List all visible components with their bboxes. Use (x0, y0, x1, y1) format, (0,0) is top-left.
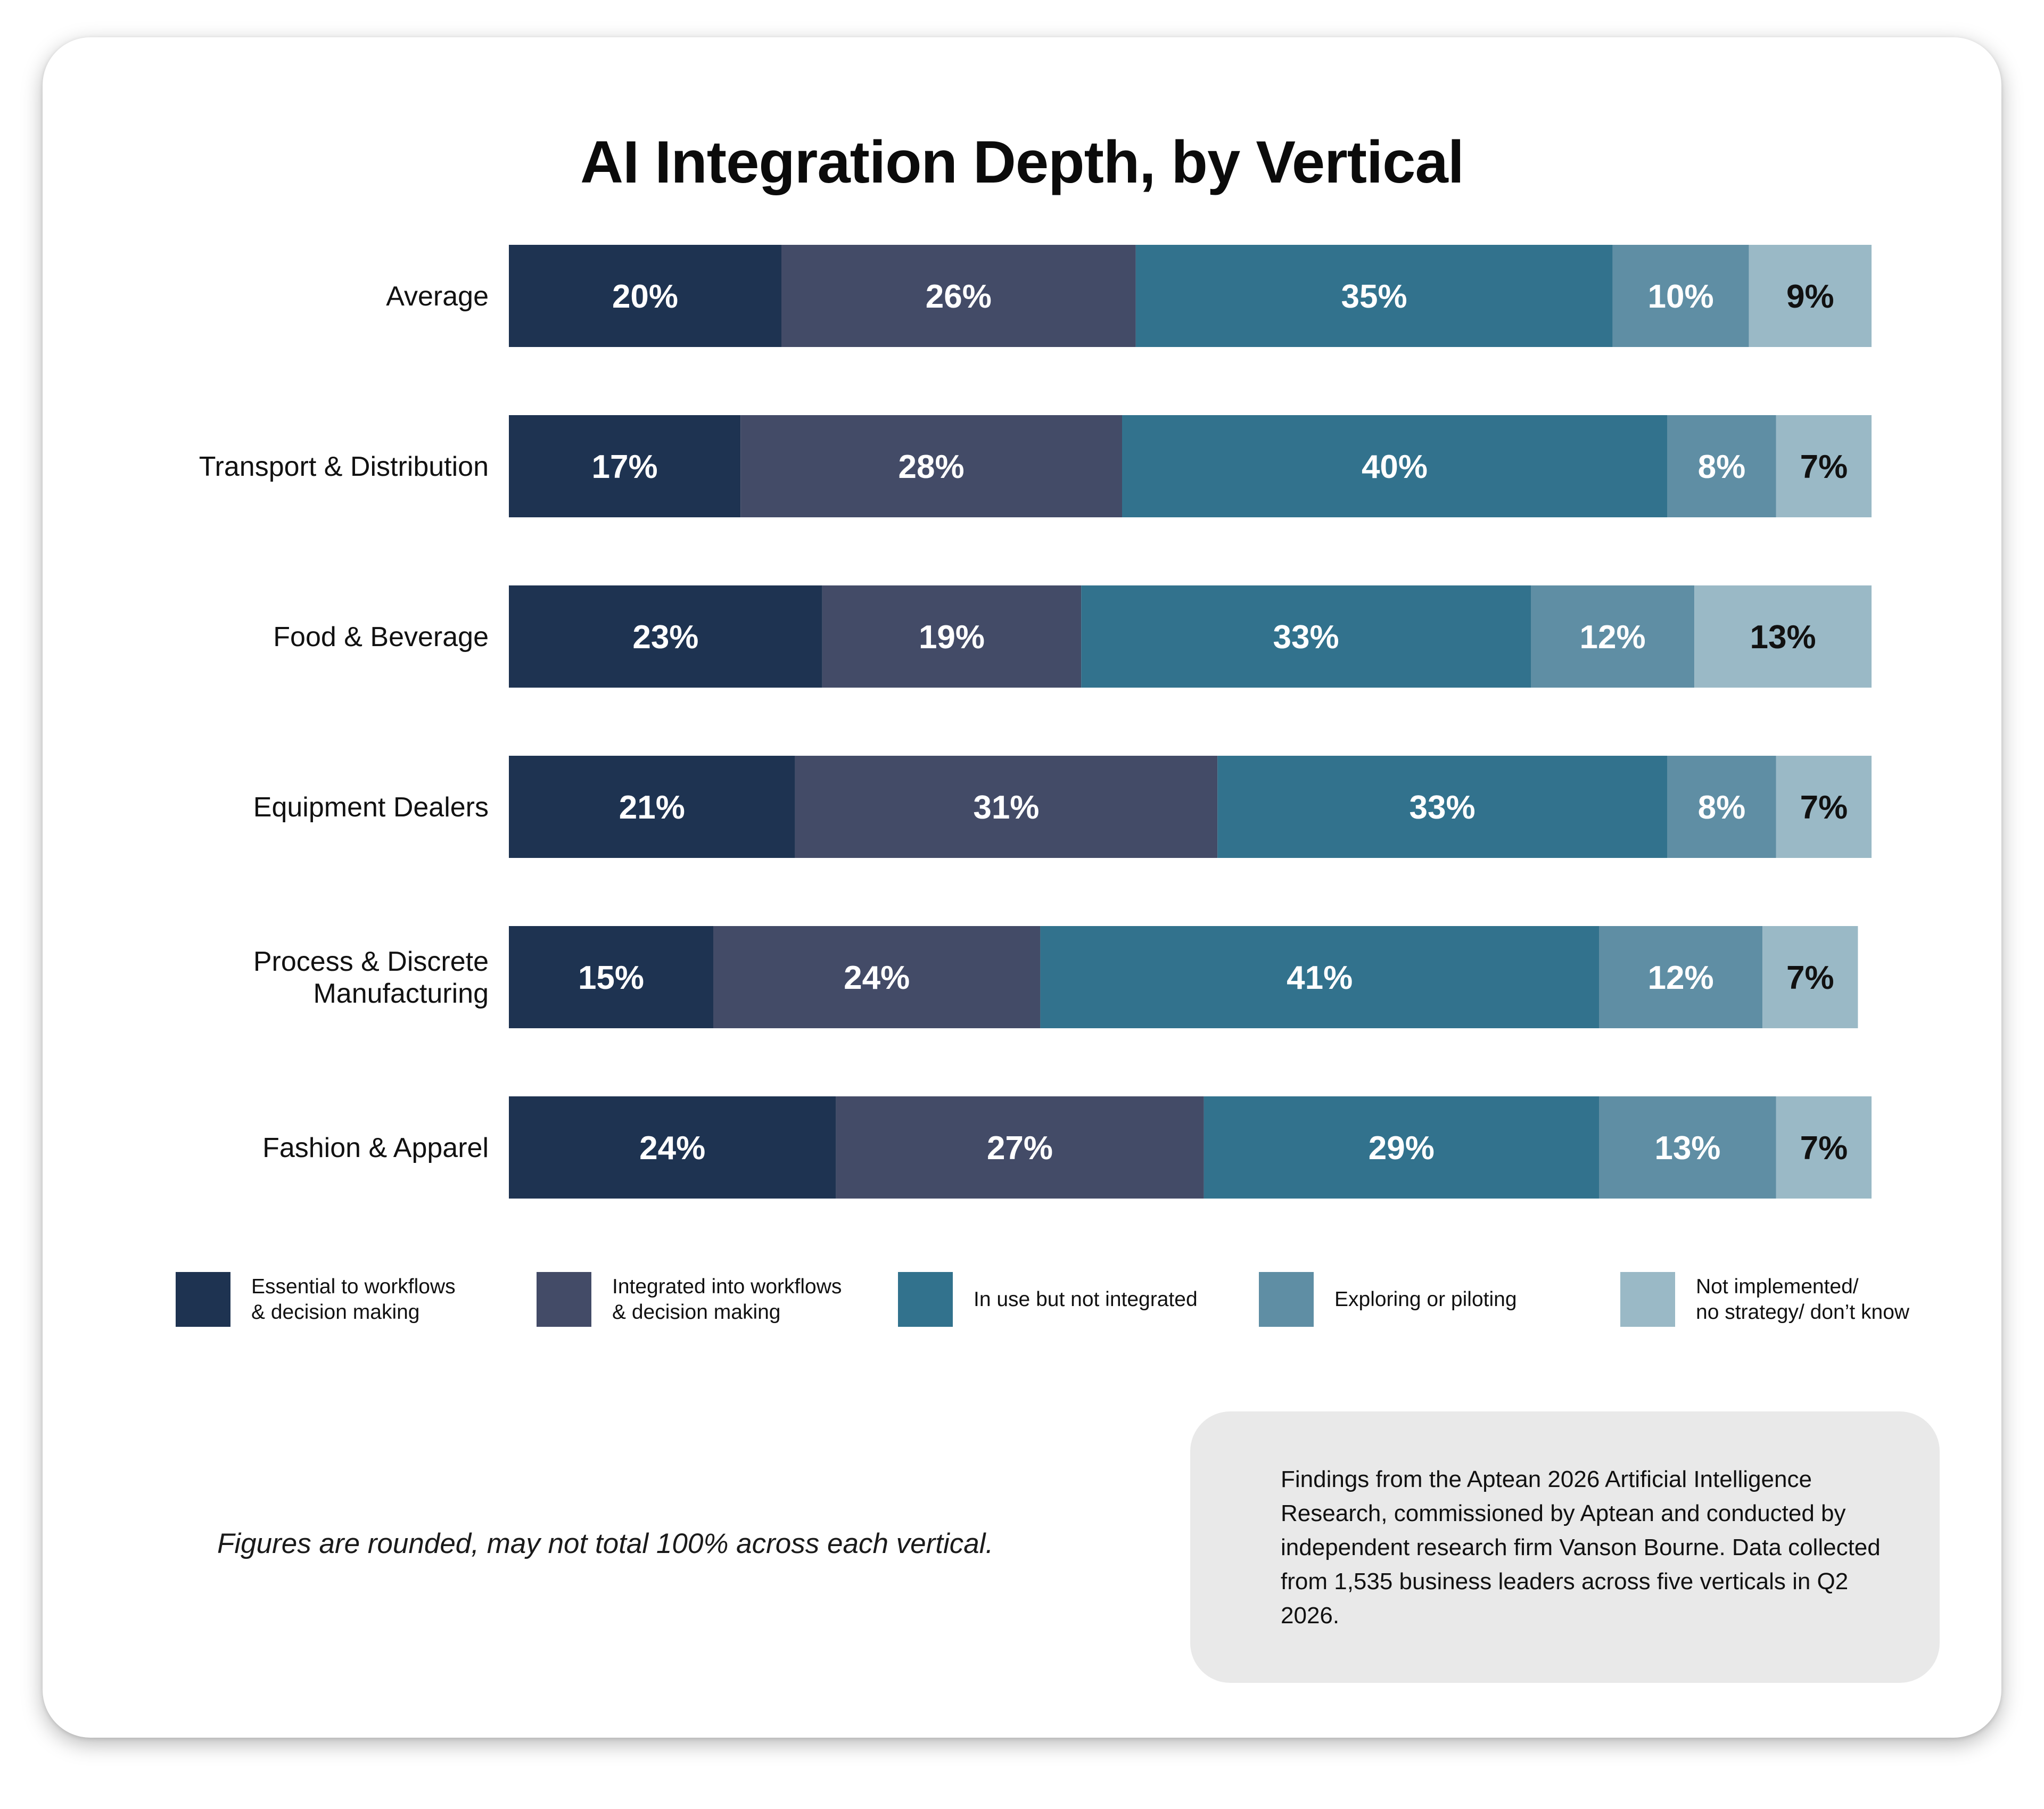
legend-label-in-use: In use but not integrated (974, 1287, 1198, 1311)
data-label: 15% (578, 960, 644, 996)
data-label: 7% (1786, 960, 1834, 996)
data-label: 8% (1698, 789, 1746, 826)
bar-segment (740, 415, 1122, 517)
legend-label-exploring: Exploring or piloting (1334, 1287, 1517, 1311)
bar-segment (1599, 926, 1763, 1028)
bar-segment (822, 585, 1082, 688)
data-label: 28% (899, 449, 965, 485)
bar-segment (1762, 926, 1858, 1028)
footnote: Figures are rounded, may not total 100% … (217, 1528, 994, 1559)
data-label: 19% (919, 619, 985, 656)
category-label: Transport & Distribution (199, 451, 489, 482)
bar-segment (509, 926, 713, 1028)
category-label: Food & Beverage (273, 622, 489, 652)
bar-segment (1612, 245, 1749, 347)
data-label: 12% (1648, 960, 1714, 996)
data-label: 13% (1750, 619, 1816, 656)
category-label: Fashion & Apparel (262, 1133, 489, 1163)
bar-segment (1749, 245, 1872, 347)
bar-segment (509, 756, 795, 858)
bar-segment (713, 926, 1041, 1028)
data-label: 35% (1341, 278, 1407, 315)
bar-segment (1081, 585, 1531, 688)
bar-segment (509, 415, 741, 517)
category-label: Process & Discrete Manufacturing (253, 946, 489, 1009)
bar-segment (1135, 245, 1613, 347)
data-label: 23% (632, 619, 698, 656)
data-label: 29% (1369, 1130, 1435, 1167)
data-label: 20% (612, 278, 678, 315)
findings-text: Findings from the Aptean 2026 Artificial… (1281, 1466, 1881, 1629)
bar-segment (836, 1096, 1204, 1199)
data-label: 26% (926, 278, 992, 315)
bar-segment (1217, 756, 1667, 858)
data-label: 33% (1410, 789, 1476, 826)
legend-label-not-implemented: Not implemented/ no strategy/ don’t know (1696, 1275, 1910, 1324)
data-label: 7% (1800, 789, 1848, 826)
data-label: 31% (973, 789, 1039, 826)
legend-swatch-in-use (898, 1272, 953, 1327)
bar-segment (1667, 415, 1776, 517)
findings-box: Findings from the Aptean 2026 Artificial… (1190, 1411, 1940, 1683)
data-label: 10% (1648, 278, 1714, 315)
data-label: 9% (1786, 278, 1834, 315)
data-label: 21% (619, 789, 685, 826)
bar-segment (1694, 585, 1872, 688)
data-label: 17% (592, 449, 658, 485)
legend-swatch-not-implemented (1620, 1272, 1675, 1327)
bar-segment (1040, 926, 1599, 1028)
bar-segment (781, 245, 1136, 347)
data-label: 24% (639, 1130, 705, 1167)
bar-segment (1776, 756, 1872, 858)
data-label: 8% (1698, 449, 1746, 485)
data-label: 7% (1800, 449, 1848, 485)
category-label: Equipment Dealers (253, 792, 489, 823)
bar-segment (1776, 1096, 1872, 1199)
data-label: 33% (1273, 619, 1339, 656)
data-label: 13% (1654, 1130, 1720, 1167)
legend-label-essential: Essential to workflows & decision making (251, 1275, 456, 1324)
legend-swatch-integrated (537, 1272, 591, 1327)
legend-label-integrated: Integrated into workflows & decision mak… (612, 1275, 842, 1324)
data-label: 12% (1580, 619, 1646, 656)
bar-segment (795, 756, 1218, 858)
data-label: 40% (1362, 449, 1428, 485)
bar-segment (1204, 1096, 1599, 1199)
data-label: 24% (844, 960, 910, 996)
bar-segment (509, 585, 822, 688)
bar-segment (1776, 415, 1872, 517)
data-label: 41% (1287, 960, 1353, 996)
legend-swatch-exploring (1259, 1272, 1314, 1327)
bar-segment (509, 245, 781, 347)
bar-segment (1667, 756, 1776, 858)
bar-segment (1122, 415, 1667, 517)
category-label: Average (386, 281, 489, 312)
bar-segment (1531, 585, 1695, 688)
chart-title: AI Integration Depth, by Vertical (580, 129, 1464, 195)
data-label: 27% (987, 1130, 1053, 1167)
stacked-bar-chart: Average 20% 26% 35% 10% 9% Transport & Distrib… (199, 245, 1872, 1199)
data-label: 7% (1800, 1130, 1848, 1167)
legend-swatch-essential (176, 1272, 230, 1327)
bar-segment (509, 1096, 836, 1199)
bar-segment (1599, 1096, 1776, 1199)
